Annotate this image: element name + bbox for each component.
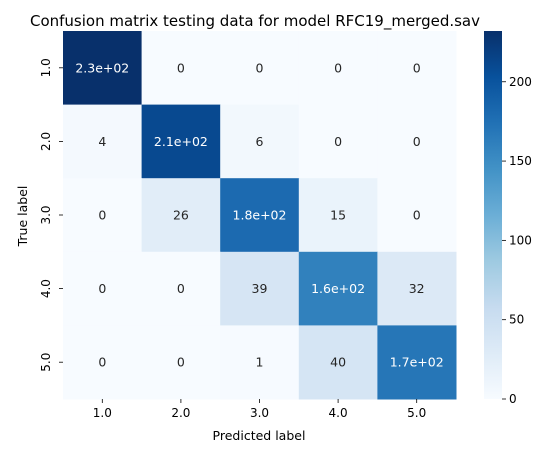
heatmap-cell-r1-c5 [377, 31, 457, 106]
cell-label-r4-c4: 1.6e+02 [311, 281, 365, 296]
heatmap-cell-r2-c4 [298, 104, 378, 179]
heatmap-cell-r5-c2 [141, 325, 221, 400]
cell-label-r5-c5: 1.7e+02 [390, 355, 444, 370]
cell-label-r1-c1: 2.3e+02 [75, 60, 129, 75]
x-tick-label-1: 1.0 [93, 406, 112, 420]
cell-label-r2-c1: 4 [98, 134, 106, 149]
y-axis-label: True label [15, 186, 30, 248]
heatmap-cell-r1-c1 [63, 31, 143, 106]
heatmap-cell-r3-c5 [377, 178, 457, 253]
y-tick-label-2: 2.0 [39, 132, 53, 151]
y-tick-label-1: 1.0 [39, 58, 53, 77]
heatmap-cell-r2-c1 [63, 104, 143, 179]
cell-label-r5-c4: 40 [330, 355, 346, 370]
x-tick-label-3: 3.0 [250, 406, 269, 420]
heatmap-cell-r5-c4 [298, 325, 378, 400]
colorbar-tick-label-4: 150 [509, 154, 532, 168]
cell-label-r5-c3: 1 [256, 355, 264, 370]
colorbar-tick-label-3: 100 [509, 233, 532, 247]
heatmap-cell-r5-c3 [220, 325, 300, 400]
cell-label-r4-c2: 0 [177, 281, 185, 296]
heatmap-cell-r3-c1 [63, 178, 143, 253]
heatmap-cell-r4-c4 [298, 251, 378, 326]
y-tick-label-5: 5.0 [39, 353, 53, 372]
cell-label-r1-c3: 0 [256, 60, 264, 75]
heatmap-cells: 2.3e+02 0 0 0 0 4 2.1e+02 6 0 0 0 26 1.8e+02 15 0 0 0 39 1… [63, 31, 457, 400]
x-axis-ticks: 1.0 2.0 3.0 4.0 5.0 [93, 399, 426, 420]
cell-label-r4-c5: 32 [409, 281, 425, 296]
x-tick-label-4: 4.0 [329, 406, 348, 420]
heatmap-cell-r4-c2 [141, 251, 221, 326]
heatmap-cell-r5-c1 [63, 325, 143, 400]
cell-label-r2-c4: 0 [334, 134, 342, 149]
cell-label-r1-c5: 0 [413, 60, 421, 75]
x-tick-label-5: 5.0 [407, 406, 426, 420]
heatmap-cell-r5-c5 [377, 325, 457, 400]
colorbar [484, 31, 502, 399]
cell-label-r1-c4: 0 [334, 60, 342, 75]
heatmap-cell-r1-c2 [141, 31, 221, 106]
cell-label-r3-c4: 15 [330, 208, 346, 223]
heatmap-cell-r2-c5 [377, 104, 457, 179]
heatmap-cell-r3-c4 [298, 178, 378, 253]
heatmap-cell-r2-c3 [220, 104, 300, 179]
cell-label-r3-c2: 26 [173, 208, 189, 223]
cell-label-r4-c1: 0 [98, 281, 106, 296]
cell-label-r4-c3: 39 [252, 281, 268, 296]
y-tick-label-3: 3.0 [39, 205, 53, 224]
heatmap-cell-r3-c2 [141, 178, 221, 253]
heatmap-cell-r4-c1 [63, 251, 143, 326]
heatmap-cell-r4-c5 [377, 251, 457, 326]
y-axis-ticks: 1.0 2.0 3.0 4.0 5.0 [39, 58, 63, 372]
heatmap-cell-r1-c4 [298, 31, 378, 106]
cell-label-r3-c3: 1.8e+02 [233, 208, 287, 223]
heatmap-cell-r3-c3 [220, 178, 300, 253]
cell-label-r2-c3: 6 [256, 134, 264, 149]
chart-title: Confusion matrix testing data for model … [30, 12, 480, 31]
cell-label-r3-c5: 0 [413, 208, 421, 223]
colorbar-tick-label-2: 50 [509, 313, 524, 327]
cell-label-r5-c1: 0 [98, 355, 106, 370]
colorbar-tick-label-1: 0 [509, 392, 517, 406]
cell-label-r2-c2: 2.1e+02 [154, 134, 208, 149]
y-tick-label-4: 4.0 [39, 279, 53, 298]
cell-label-r5-c2: 0 [177, 355, 185, 370]
heatmap-cell-r2-c2 [141, 104, 221, 179]
x-tick-label-2: 2.0 [171, 406, 190, 420]
heatmap-cell-r4-c3 [220, 251, 300, 326]
cell-label-r2-c5: 0 [413, 134, 421, 149]
cell-label-r3-c1: 0 [98, 208, 106, 223]
cell-label-r1-c2: 0 [177, 60, 185, 75]
colorbar-tick-label-5: 200 [509, 75, 532, 89]
colorbar-ticks: 0 50 100 150 200 [502, 75, 532, 406]
heatmap-cell-r1-c3 [220, 31, 300, 106]
x-axis-label: Predicted label [213, 428, 306, 443]
